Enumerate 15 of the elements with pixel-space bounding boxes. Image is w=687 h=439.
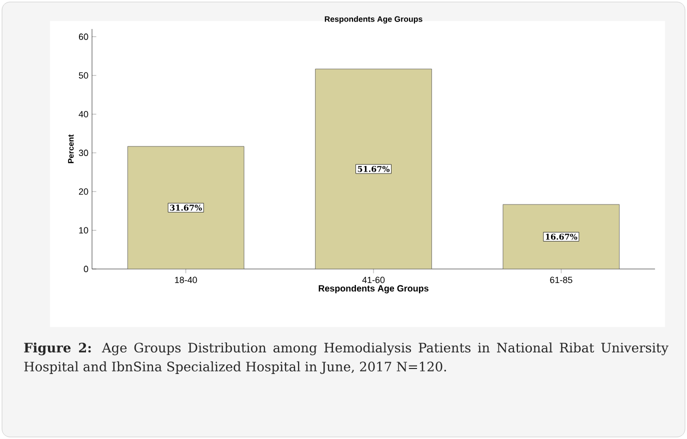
y-tick-label: 40 — [78, 110, 88, 118]
y-tick-label: 50 — [78, 72, 88, 79]
y-tick-label: 0 — [84, 266, 88, 272]
x-tick-label: 18-40 — [175, 276, 197, 284]
y-tick-label: 30 — [78, 150, 88, 156]
bar — [127, 146, 244, 269]
x-tick-label: 61-85 — [550, 276, 572, 284]
text: Figure 2: Age Groups Distribution among Hemodialysis Patients in National Ribat University Hospital and IbnSina Specialized Hospital in June, 2017 N=120. — [24, 342, 668, 374]
x-tick-label: 41-60 — [362, 276, 385, 284]
y-tick-label: 60 — [78, 34, 88, 40]
bar — [502, 204, 620, 269]
x-axis-title: Respondents Age Groups — [318, 284, 428, 294]
y-tick-label: 20 — [78, 188, 88, 195]
y-tick-label: 10 — [79, 227, 88, 234]
bar — [315, 68, 432, 269]
